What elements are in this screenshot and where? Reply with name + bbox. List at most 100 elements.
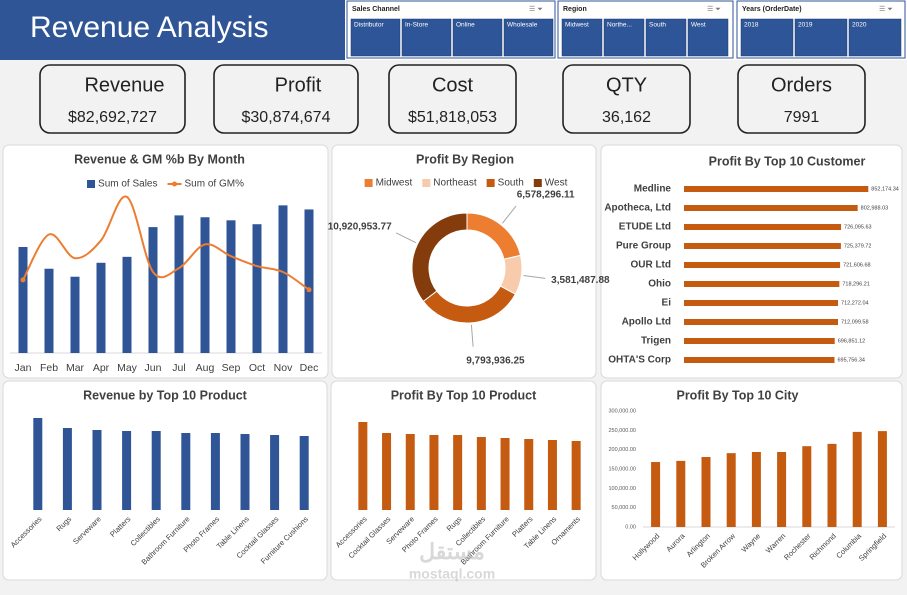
x-tick-label: Aug bbox=[196, 362, 215, 374]
chart-title: Profit By Top 10 City bbox=[676, 388, 798, 402]
bar bbox=[210, 433, 220, 510]
slicer-item: Distributor bbox=[354, 22, 384, 29]
slicer-button[interactable] bbox=[848, 18, 902, 57]
legend-label: West bbox=[545, 178, 568, 189]
legend-label: Sum of Sales bbox=[98, 179, 157, 190]
line-marker bbox=[20, 277, 26, 283]
legend-label: Midwest bbox=[376, 178, 413, 189]
bar bbox=[684, 338, 835, 344]
bar bbox=[684, 205, 858, 211]
kpi-card bbox=[39, 64, 186, 134]
y-tick-label: 250,000.00 bbox=[608, 428, 636, 434]
y-tick-label: Ohio bbox=[648, 279, 671, 290]
y-tick-label: ETUDE Ltd bbox=[619, 222, 671, 233]
y-tick-label: Pure Group bbox=[616, 241, 671, 252]
legend-marker-dot bbox=[172, 181, 178, 187]
bar bbox=[684, 281, 840, 287]
bar bbox=[547, 440, 557, 510]
x-tick-label: Apr bbox=[93, 362, 110, 374]
x-tick-label: May bbox=[117, 362, 138, 374]
legend-label: Northeast bbox=[433, 178, 477, 189]
data-label: 696,851.12 bbox=[838, 338, 866, 344]
bar bbox=[684, 186, 869, 192]
chart-panel bbox=[2, 144, 329, 379]
legend: Sum of Sales Sum of GM% bbox=[87, 179, 244, 190]
slicer-button[interactable] bbox=[603, 18, 645, 57]
slicer-button[interactable] bbox=[794, 18, 848, 57]
chart-title: Profit By Top 10 Customer bbox=[709, 154, 866, 168]
header-title: Revenue Analysis bbox=[30, 11, 268, 44]
slicer-title: Years (OrderDate) bbox=[742, 6, 802, 13]
bar bbox=[148, 227, 158, 353]
data-label: 712,272.04 bbox=[841, 300, 869, 306]
slicer-button[interactable] bbox=[561, 18, 603, 57]
slicer-item: 2018 bbox=[744, 22, 759, 29]
slicer-button[interactable] bbox=[401, 18, 452, 57]
legend-label: Sum of GM% bbox=[185, 179, 245, 190]
kpi-card bbox=[737, 64, 866, 134]
y-tick-label: 200,000.00 bbox=[608, 447, 636, 453]
kpi-label: Orders bbox=[771, 74, 832, 96]
bar bbox=[877, 431, 887, 527]
bar bbox=[252, 224, 262, 353]
chart-panel bbox=[2, 380, 328, 581]
chart-panel bbox=[330, 380, 597, 581]
data-label: 6,578,296.11 bbox=[517, 190, 575, 201]
slicer-button[interactable] bbox=[350, 18, 401, 57]
bar bbox=[270, 435, 280, 510]
slicer-button[interactable] bbox=[452, 18, 503, 57]
x-tick-label: Mar bbox=[66, 362, 85, 374]
legend: Midwest Northeast South West bbox=[364, 178, 568, 189]
slicer-button[interactable] bbox=[645, 18, 687, 57]
bar bbox=[684, 243, 841, 249]
kpi-label: QTY bbox=[606, 74, 647, 96]
bar bbox=[96, 262, 106, 353]
data-label: 725,379.72 bbox=[844, 243, 872, 249]
data-label: 9,793,936.25 bbox=[466, 355, 525, 366]
line-marker bbox=[306, 287, 312, 293]
slicer-button[interactable] bbox=[503, 18, 554, 57]
slicer-title: Sales Channel bbox=[352, 6, 400, 13]
bar bbox=[802, 446, 812, 527]
chart-title: Revenue by Top 10 Product bbox=[83, 388, 248, 402]
header-banner bbox=[0, 0, 345, 60]
bar bbox=[226, 220, 236, 353]
bar bbox=[500, 438, 510, 510]
slicer-item: In-Store bbox=[405, 22, 429, 29]
data-label: 802,988.03 bbox=[861, 205, 889, 211]
y-tick-label: OHTA'S Corp bbox=[608, 355, 671, 366]
bar bbox=[18, 246, 28, 353]
data-label: 3,581,487.88 bbox=[551, 275, 610, 286]
bar bbox=[405, 434, 415, 510]
x-tick-label: Feb bbox=[40, 362, 58, 374]
slicer-title: Region bbox=[563, 6, 587, 13]
kpi-value: $51,818,053 bbox=[408, 109, 497, 126]
bar bbox=[151, 431, 161, 510]
bar bbox=[382, 433, 392, 510]
bar bbox=[240, 434, 250, 510]
bar bbox=[571, 441, 581, 510]
chart-panel bbox=[331, 144, 597, 379]
bar bbox=[278, 205, 288, 353]
slicer-button[interactable] bbox=[687, 18, 729, 57]
kpi-value: $82,692,727 bbox=[68, 109, 157, 126]
bar bbox=[181, 433, 191, 510]
y-tick-label: 100,000.00 bbox=[608, 486, 636, 492]
x-tick-label: Jul bbox=[172, 362, 185, 374]
bar bbox=[299, 436, 309, 510]
bar bbox=[777, 451, 787, 527]
kpi-label: Cost bbox=[432, 74, 474, 96]
y-tick-label: Trigen bbox=[641, 336, 671, 347]
bar bbox=[92, 430, 102, 510]
bar bbox=[676, 460, 686, 527]
kpi-value: 7991 bbox=[784, 109, 820, 126]
bar bbox=[122, 256, 132, 353]
data-label: 712,099.58 bbox=[841, 319, 869, 325]
slicer-button[interactable] bbox=[740, 18, 794, 57]
slicer-icon: ☰ ⏷ bbox=[879, 6, 893, 13]
x-tick-label: Oct bbox=[249, 362, 265, 374]
y-tick-label: Apollo Ltd bbox=[622, 317, 671, 328]
bar bbox=[304, 209, 314, 353]
